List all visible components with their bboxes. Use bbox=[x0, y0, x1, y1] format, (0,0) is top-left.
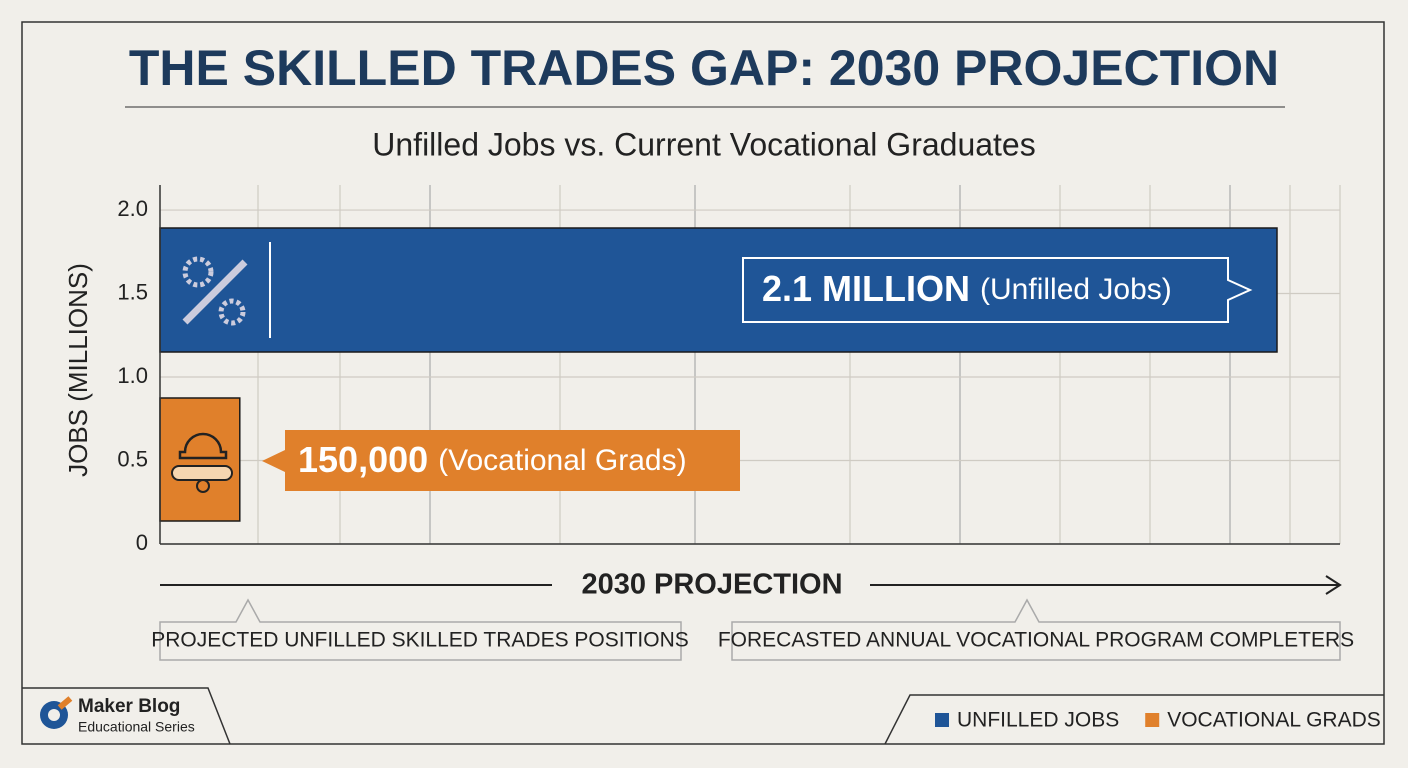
helmet-icon bbox=[178, 432, 228, 460]
gear-icon bbox=[182, 256, 214, 288]
chart-subtitle: Unfilled Jobs vs. Current Vocational Gra… bbox=[372, 126, 1035, 162]
x-axis-title: 2030 PROJECTION bbox=[581, 569, 842, 601]
bar-label: 150,000 (Vocational Grads) bbox=[298, 439, 687, 480]
label-box bbox=[262, 430, 740, 491]
y-axis-title: JOBS (MILLIONS) bbox=[63, 263, 93, 477]
y-tick-label: 1.0 bbox=[117, 363, 148, 388]
y-tick-label: 2.0 bbox=[117, 196, 148, 221]
brand-border bbox=[22, 687, 231, 745]
brand-logo bbox=[40, 696, 73, 729]
legend-label: UNFILLED JOBS bbox=[957, 709, 1119, 732]
wrench-icon bbox=[182, 259, 248, 325]
callout-text: PROJECTED UNFILLED SKILLED TRADES POSITI… bbox=[151, 629, 689, 652]
callout-text: FORECASTED ANNUAL VOCATIONAL PROGRAM COM… bbox=[718, 629, 1354, 652]
frame bbox=[21, 21, 1385, 745]
legend-label: VOCATIONAL GRADS bbox=[1167, 709, 1381, 732]
callout-box bbox=[159, 598, 682, 661]
seal-icon bbox=[196, 479, 210, 493]
brand-tagline: Educational Series bbox=[78, 719, 195, 735]
legend-border bbox=[884, 694, 1384, 745]
bar bbox=[159, 397, 241, 522]
bar-label: 2.1 MILLION (Unfilled Jobs) bbox=[762, 268, 1172, 309]
legend-swatch bbox=[935, 713, 949, 727]
legend-swatch bbox=[1145, 713, 1160, 727]
value-label: 150,000 bbox=[298, 439, 428, 480]
y-tick-label: 1.5 bbox=[117, 279, 148, 304]
brand-name: Maker Blog bbox=[78, 696, 180, 717]
y-tick-label: 0 bbox=[136, 530, 148, 555]
gear-icon bbox=[218, 298, 246, 326]
bar-label-note: (Unfilled Jobs) bbox=[980, 273, 1172, 306]
diploma-icon bbox=[171, 465, 233, 481]
bar-label-note: (Vocational Grads) bbox=[438, 444, 686, 477]
label-box bbox=[742, 257, 1253, 323]
value-label: 2.1 MILLION bbox=[762, 268, 970, 309]
y-tick-label: 0.5 bbox=[117, 446, 148, 471]
chart-title: THE SKILLED TRADES GAP: 2030 PROJECTION bbox=[129, 40, 1279, 96]
callout-box bbox=[731, 598, 1341, 661]
arrow-head bbox=[1325, 575, 1342, 595]
